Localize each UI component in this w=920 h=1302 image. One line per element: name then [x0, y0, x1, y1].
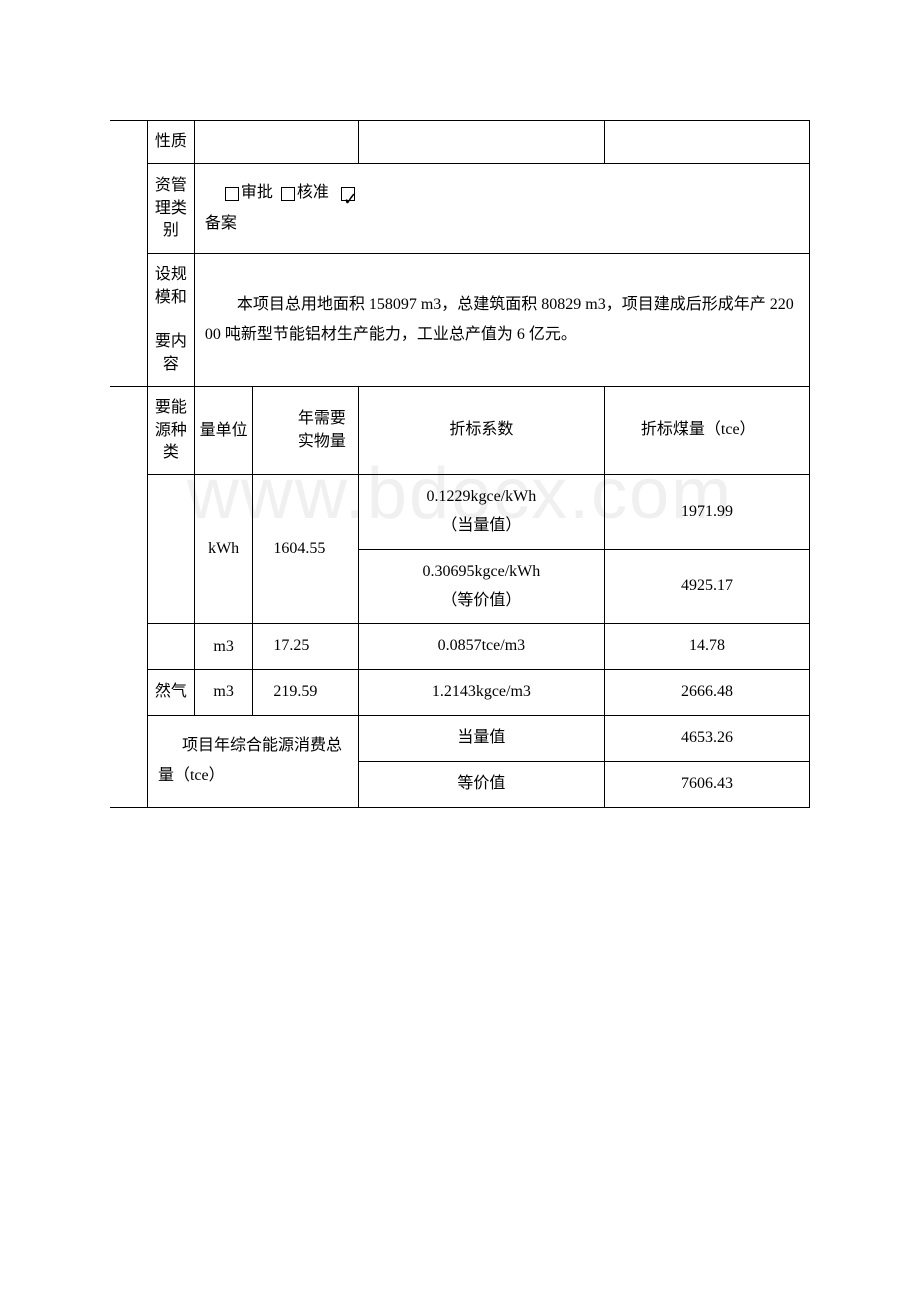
opt-approve: 审批 [241, 184, 273, 201]
qty-header-bot: 实物量 [257, 431, 353, 453]
left-gutter [110, 121, 147, 387]
gas-unit: m3 [194, 670, 253, 716]
opt-ratify: 核准 [297, 184, 329, 201]
water-coef: 0.0857tce/m3 [358, 624, 604, 670]
opt-record: 备案 [205, 209, 799, 239]
gas-label: 然气 [147, 670, 194, 716]
total-dl-label: 当量值 [358, 716, 604, 762]
elec-val1: 1971.99 [604, 475, 809, 550]
qty-header-top: 年需要 [257, 408, 353, 430]
checkbox-approve [225, 187, 239, 201]
unit-header: 量单位 [194, 387, 253, 475]
qty-header: 年需要 实物量 [253, 387, 358, 475]
gas-coef: 1.2143kgce/m3 [358, 670, 604, 716]
water-unit: m3 [194, 624, 253, 670]
mgmt-content: 审批 核准 备案 [194, 164, 809, 254]
water-label [147, 624, 194, 670]
checkbox-record [341, 187, 355, 201]
checkbox-ratify [281, 187, 295, 201]
total-dj-val: 7606.43 [604, 761, 809, 807]
elec-label [147, 475, 194, 624]
tce-header-text: 折标煤量（tce） [611, 421, 756, 438]
tce-header: 折标煤量（tce） [604, 387, 809, 475]
nature-cell-1 [194, 121, 358, 164]
scale-content: 本项目总用地面积 158097 m3，总建筑面积 80829 m3，项目建成后形… [194, 254, 809, 387]
energy-type-header: 要能源种类 [147, 387, 194, 475]
elec-val2: 4925.17 [604, 549, 809, 624]
elec-coef1-val: 0.1229kgce/kWh [365, 483, 598, 512]
elec-coef2-note: （等价值） [365, 587, 598, 616]
elec-qty: 1604.55 [253, 475, 358, 624]
nature-label: 性质 [147, 121, 194, 164]
scale-label-bot: 要内容 [155, 333, 187, 372]
total-dl-val: 4653.26 [604, 716, 809, 762]
elec-unit: kWh [194, 475, 253, 624]
scale-label-top: 设规模和 [155, 266, 187, 305]
nature-cell-3 [604, 121, 809, 164]
nature-cell-2 [358, 121, 604, 164]
scale-label: 设规模和 要内容 [147, 254, 194, 387]
gas-val: 2666.48 [604, 670, 809, 716]
gas-qty: 219.59 [253, 670, 358, 716]
total-dj-label: 等价值 [358, 761, 604, 807]
scale-text: 本项目总用地面积 158097 m3，总建筑面积 80829 m3，项目建成后形… [205, 290, 799, 351]
elec-coef1-note: （当量值） [365, 512, 598, 541]
document-table: 性质 资管理类别 审批 核准 备案 设规模和 要内容 本项目总用地面积 1580… [110, 120, 810, 808]
elec-coef1: 0.1229kgce/kWh （当量值） [358, 475, 604, 550]
elec-coef2-val: 0.30695kgce/kWh [365, 558, 598, 587]
coef-header: 折标系数 [358, 387, 604, 475]
left-gutter-2 [110, 387, 147, 808]
total-label: 项目年综合能源消费总量（tce） [147, 716, 358, 808]
water-val: 14.78 [604, 624, 809, 670]
water-qty: 17.25 [253, 624, 358, 670]
mgmt-label: 资管理类别 [147, 164, 194, 254]
elec-coef2: 0.30695kgce/kWh （等价值） [358, 549, 604, 624]
